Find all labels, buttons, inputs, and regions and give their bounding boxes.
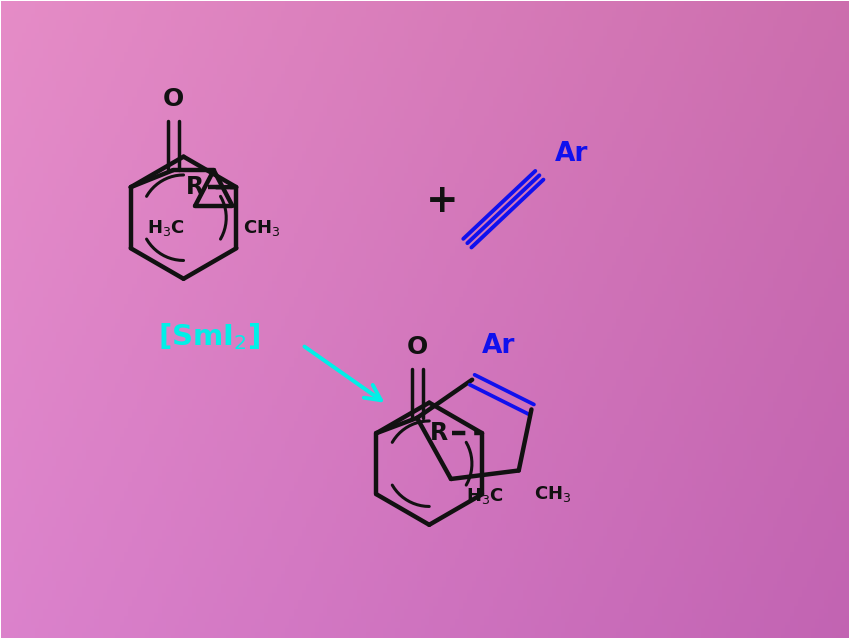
Text: H$_3$C: H$_3$C — [466, 486, 503, 505]
Text: R: R — [186, 175, 204, 199]
Text: H$_3$C: H$_3$C — [147, 218, 185, 238]
Text: +: + — [426, 181, 458, 220]
Text: [SmI$_2$]: [SmI$_2$] — [158, 321, 260, 352]
Text: CH$_3$: CH$_3$ — [242, 218, 280, 238]
Text: Ar: Ar — [554, 141, 588, 167]
Text: Ar: Ar — [482, 334, 516, 359]
Text: O: O — [406, 335, 428, 358]
Text: O: O — [162, 87, 184, 111]
Text: R: R — [430, 421, 448, 445]
Text: CH$_3$: CH$_3$ — [534, 484, 571, 504]
